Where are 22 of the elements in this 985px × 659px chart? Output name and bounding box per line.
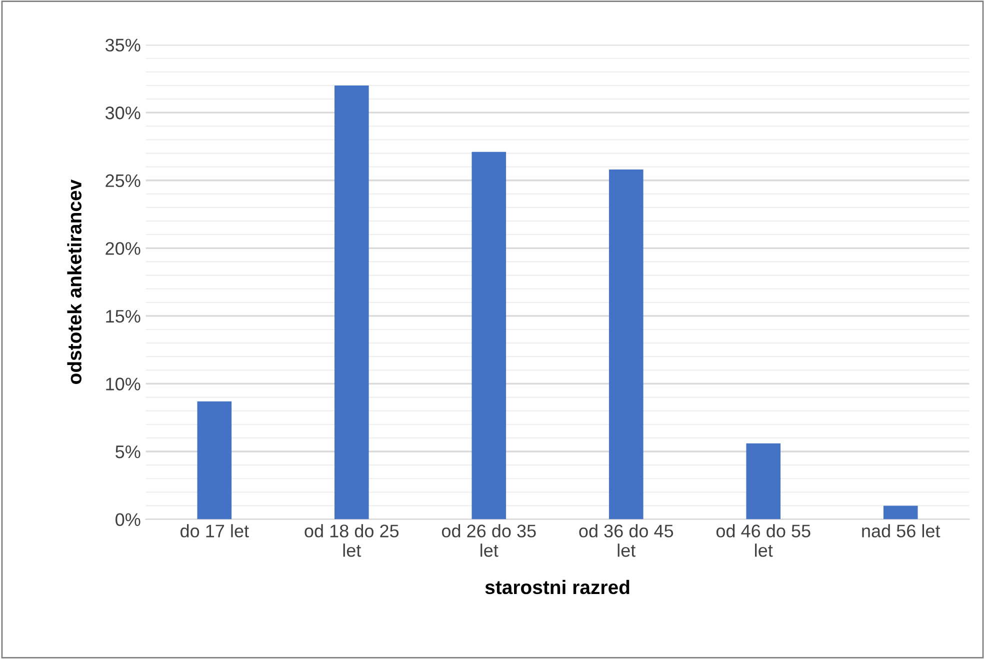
x-tick-label: do 17 let xyxy=(180,524,249,538)
y-tick-label: 25% xyxy=(106,174,140,188)
y-tick-label: 20% xyxy=(106,242,140,255)
x-tick-label: nad 56 let xyxy=(862,524,940,538)
x-axis-title: starostni razred xyxy=(485,580,630,594)
y-tick-label: 10% xyxy=(106,378,140,390)
x-tick-label: od 18 do 25 let xyxy=(304,524,399,557)
y-tick-label: 0% xyxy=(116,513,140,526)
bar xyxy=(472,152,506,520)
bar xyxy=(746,443,781,520)
bar xyxy=(334,85,369,520)
bar xyxy=(883,506,918,520)
x-tick-label: od 26 do 35 let xyxy=(442,524,536,557)
y-tick-label: 30% xyxy=(105,106,140,120)
bar xyxy=(608,170,644,520)
y-tick-label: 35% xyxy=(105,38,140,52)
bar xyxy=(197,401,232,520)
y-tick-label: 5% xyxy=(116,446,140,458)
y-tick-label: 15% xyxy=(106,310,140,323)
x-tick-label: od 36 do 45 let xyxy=(579,524,674,557)
x-tick-label: od 46 do 55 let xyxy=(716,524,810,557)
y-axis-title: odstotek anketirancev xyxy=(67,179,82,384)
